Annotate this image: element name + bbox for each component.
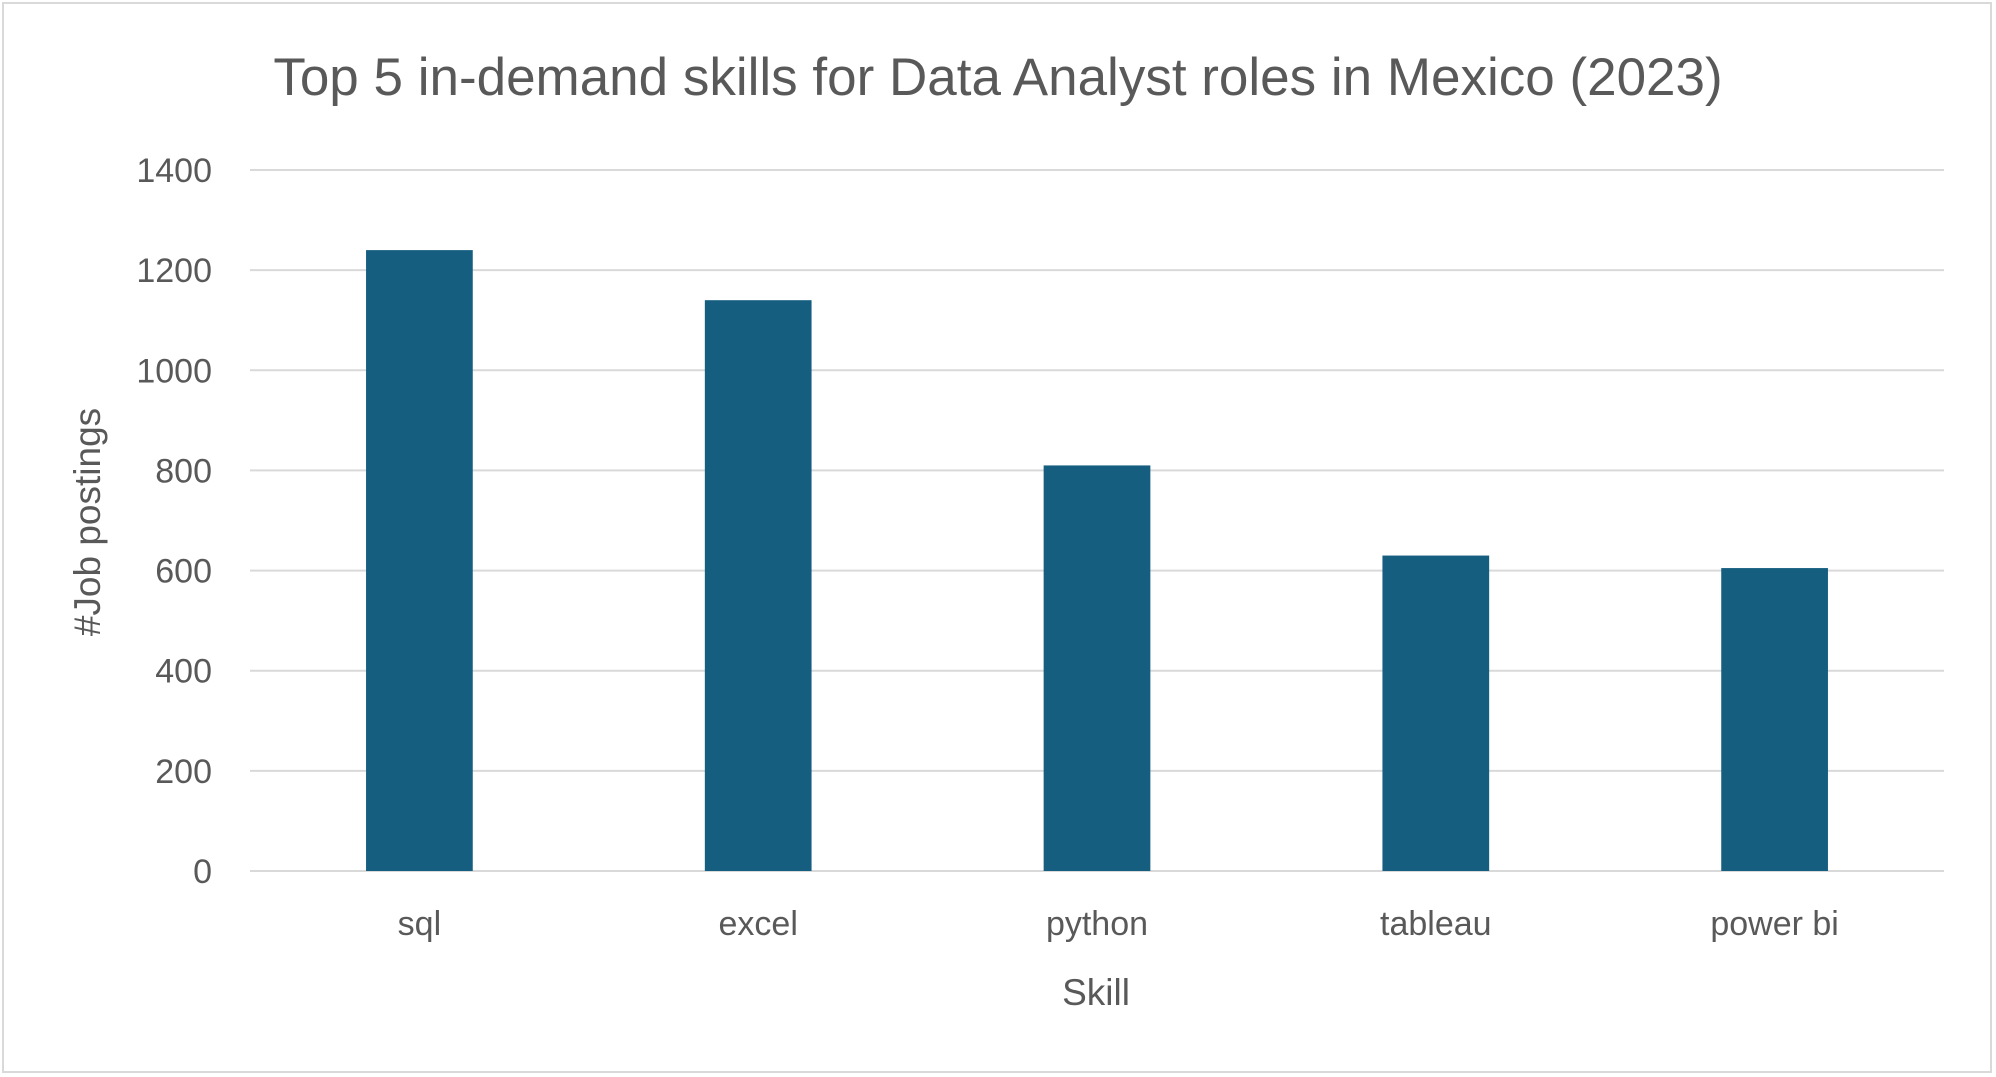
x-tick-label: excel <box>719 905 798 943</box>
x-tick-label: sql <box>398 905 441 943</box>
bar-excel <box>704 300 812 872</box>
y-axis-title: #Job postings <box>67 408 108 636</box>
y-tick-label: 0 <box>193 853 212 891</box>
y-tick-label: 1400 <box>136 152 212 190</box>
bar-power-bi <box>1721 568 1828 871</box>
x-tick-label: tableau <box>1380 905 1492 943</box>
bar-sql <box>366 250 473 872</box>
y-tick-label: 1200 <box>136 252 212 290</box>
bar-tableau <box>1382 555 1490 871</box>
y-tick-label: 400 <box>155 653 212 691</box>
y-tick-label: 800 <box>155 452 212 490</box>
x-axis-title: Skill <box>1062 972 1130 1013</box>
x-tick-label: power bi <box>1710 905 1839 943</box>
chart-title: Top 5 in-demand skills for Data Analyst … <box>273 48 1722 107</box>
y-tick-label: 1000 <box>136 352 212 390</box>
x-tick-label: python <box>1046 905 1148 943</box>
y-axis-tick-labels: 0 200 400 600 800 1000 1200 1400 <box>136 152 212 891</box>
x-axis-tick-labels: sql excel python tableau power bi <box>398 905 1839 943</box>
y-tick-label: 200 <box>155 753 212 791</box>
bars <box>366 250 1828 872</box>
y-tick-label: 600 <box>155 553 212 591</box>
bar-python <box>1043 465 1151 871</box>
